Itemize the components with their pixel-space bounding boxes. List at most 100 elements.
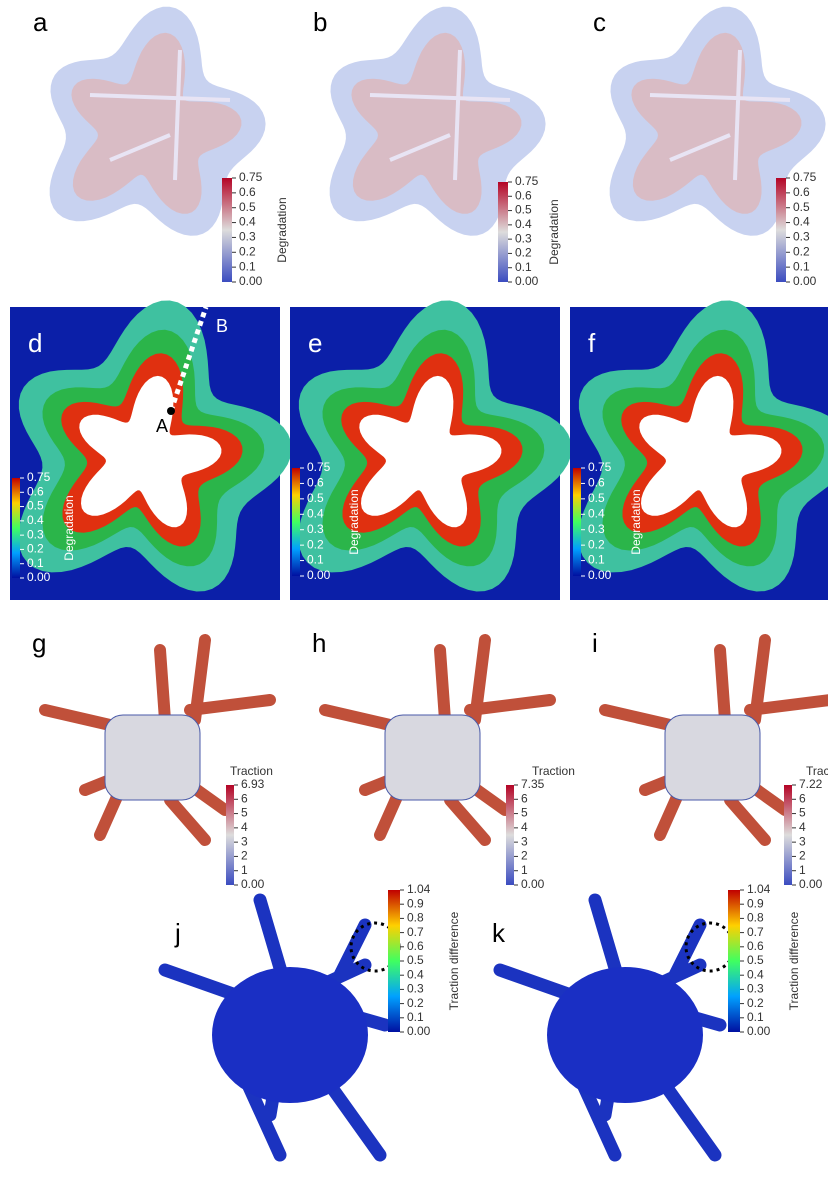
colorbar-tick-label: 0.3	[793, 230, 810, 244]
colorbar-tick-label: 0.5	[793, 200, 810, 214]
colorbar-tick-label: 1.04	[407, 882, 431, 896]
colorbar-tick-label: 6	[799, 791, 806, 805]
cell-body	[665, 715, 760, 800]
colorbar-tick-label: 0.1	[307, 553, 324, 567]
panel-label: c	[593, 7, 606, 37]
colorbar-tick-label: 0.00	[307, 568, 331, 582]
colorbar-tick-label: 0.3	[515, 231, 532, 245]
colorbar-tick-label: 0.5	[27, 499, 44, 513]
colorbar-tick-label: 0.00	[239, 274, 263, 288]
colorbar-title: Traction difference	[787, 911, 801, 1010]
annotation-a: A	[156, 416, 168, 436]
colorbar-tick-label: 0.4	[588, 506, 605, 520]
colorbar-tick-label: 0.75	[793, 170, 817, 184]
colorbar-tick-label: 0.3	[407, 982, 424, 996]
colorbar-tick-label: 0.00	[241, 877, 265, 891]
colorbar-tick-label: 0.75	[27, 470, 51, 484]
colorbar-tick-label: 0.3	[307, 522, 324, 536]
colorbar-tick-label: 0.5	[515, 203, 532, 217]
colorbar-tick-label: 0.4	[747, 967, 764, 981]
colorbar-tick-label: 0.3	[588, 522, 605, 536]
colorbar-tick-label: 0.2	[307, 537, 324, 551]
colorbar-tick-label: 4	[241, 820, 248, 834]
colorbar	[498, 182, 508, 282]
colorbar-tick-label: 7.35	[521, 777, 545, 791]
colorbar-tick-label: 3	[799, 834, 806, 848]
colorbar-tick-label: 2	[521, 849, 528, 863]
colorbar-tick-label: 6	[241, 791, 248, 805]
colorbar-tick-label: 0.3	[747, 982, 764, 996]
colorbar-tick-label: 4	[799, 820, 806, 834]
colorbar-tick-label: 6.93	[241, 777, 265, 791]
colorbar-tick-label: 0.75	[515, 174, 539, 188]
colorbar-tick-label: 2	[241, 849, 248, 863]
colorbar-tick-label: 0.4	[239, 215, 256, 229]
cell-body	[105, 715, 200, 800]
panel: b0.750.60.50.40.30.20.10.00Degradation	[313, 7, 561, 288]
colorbar-tick-label: 0.6	[747, 939, 764, 953]
colorbar-title: Degradation	[62, 495, 76, 560]
panel-label: g	[32, 628, 46, 658]
point-a	[167, 407, 175, 415]
colorbar-tick-label: 0.5	[747, 953, 764, 967]
colorbar-title: Degradation	[347, 489, 361, 554]
colorbar-tick-label: 0.4	[515, 217, 532, 231]
colorbar-tick-label: 5	[521, 806, 528, 820]
colorbar-tick-label: 0.2	[747, 996, 764, 1010]
colorbar-tick-label: 0.00	[27, 570, 51, 584]
colorbar-tick-label: 0.75	[239, 170, 263, 184]
colorbar-tick-label: 0.00	[588, 568, 612, 582]
colorbar-tick-label: 0.2	[588, 537, 605, 551]
colorbar-title: Traction	[806, 764, 828, 778]
colorbar-tick-label: 7.22	[799, 777, 823, 791]
colorbar-tick-label: 0.1	[27, 556, 44, 570]
colorbar-title: Degradation	[547, 199, 561, 264]
colorbar-tick-label: 0.7	[407, 925, 424, 939]
panel-label: b	[313, 7, 327, 37]
colorbar-tick-label: 0.6	[588, 476, 605, 490]
panel-label: e	[308, 328, 322, 358]
colorbar-title: Traction	[532, 764, 575, 778]
colorbar-tick-label: 0.75	[588, 460, 612, 474]
panel-label: k	[492, 918, 506, 948]
colorbar-tick-label: 0.4	[27, 513, 44, 527]
colorbar-tick-label: 0.4	[307, 506, 324, 520]
colorbar-tick-label: 2	[799, 849, 806, 863]
colorbar-tick-label: 0.9	[407, 896, 424, 910]
colorbar-tick-label: 0.75	[307, 460, 331, 474]
colorbar-tick-label: 0.1	[407, 1010, 424, 1024]
colorbar-title: Degradation	[275, 197, 289, 262]
colorbar-tick-label: 0.5	[239, 200, 256, 214]
colorbar-tick-label: 0.2	[793, 244, 810, 258]
colorbar-tick-label: 3	[521, 834, 528, 848]
colorbar-title: Degradation	[629, 489, 643, 554]
colorbar	[222, 178, 232, 282]
colorbar-tick-label: 0.1	[239, 259, 256, 273]
colorbar-tick-label: 0.2	[239, 244, 256, 258]
cell-body	[547, 967, 703, 1103]
colorbar	[506, 785, 514, 885]
colorbar-tick-label: 5	[241, 806, 248, 820]
colorbar	[388, 890, 400, 1032]
colorbar-tick-label: 0.00	[799, 877, 823, 891]
colorbar-tick-label: 0.3	[239, 230, 256, 244]
cell-body	[385, 715, 480, 800]
colorbar-tick-label: 1.04	[747, 882, 771, 896]
panel: k1.040.90.80.70.60.50.40.30.20.10.00Trac…	[492, 882, 801, 1155]
colorbar-tick-label: 0.6	[515, 188, 532, 202]
figure: a0.750.60.50.40.30.20.10.00Degradationb0…	[0, 0, 828, 1178]
colorbar-title: Traction difference	[447, 911, 461, 1010]
colorbar	[226, 785, 234, 885]
colorbar-title: Traction	[230, 764, 273, 778]
colorbar-tick-label: 5	[799, 806, 806, 820]
colorbar-tick-label: 0.2	[515, 246, 532, 260]
colorbar	[573, 468, 581, 576]
panel-label: d	[28, 328, 42, 358]
colorbar-tick-label: 1	[241, 863, 248, 877]
colorbar-tick-label: 0.00	[747, 1024, 771, 1038]
